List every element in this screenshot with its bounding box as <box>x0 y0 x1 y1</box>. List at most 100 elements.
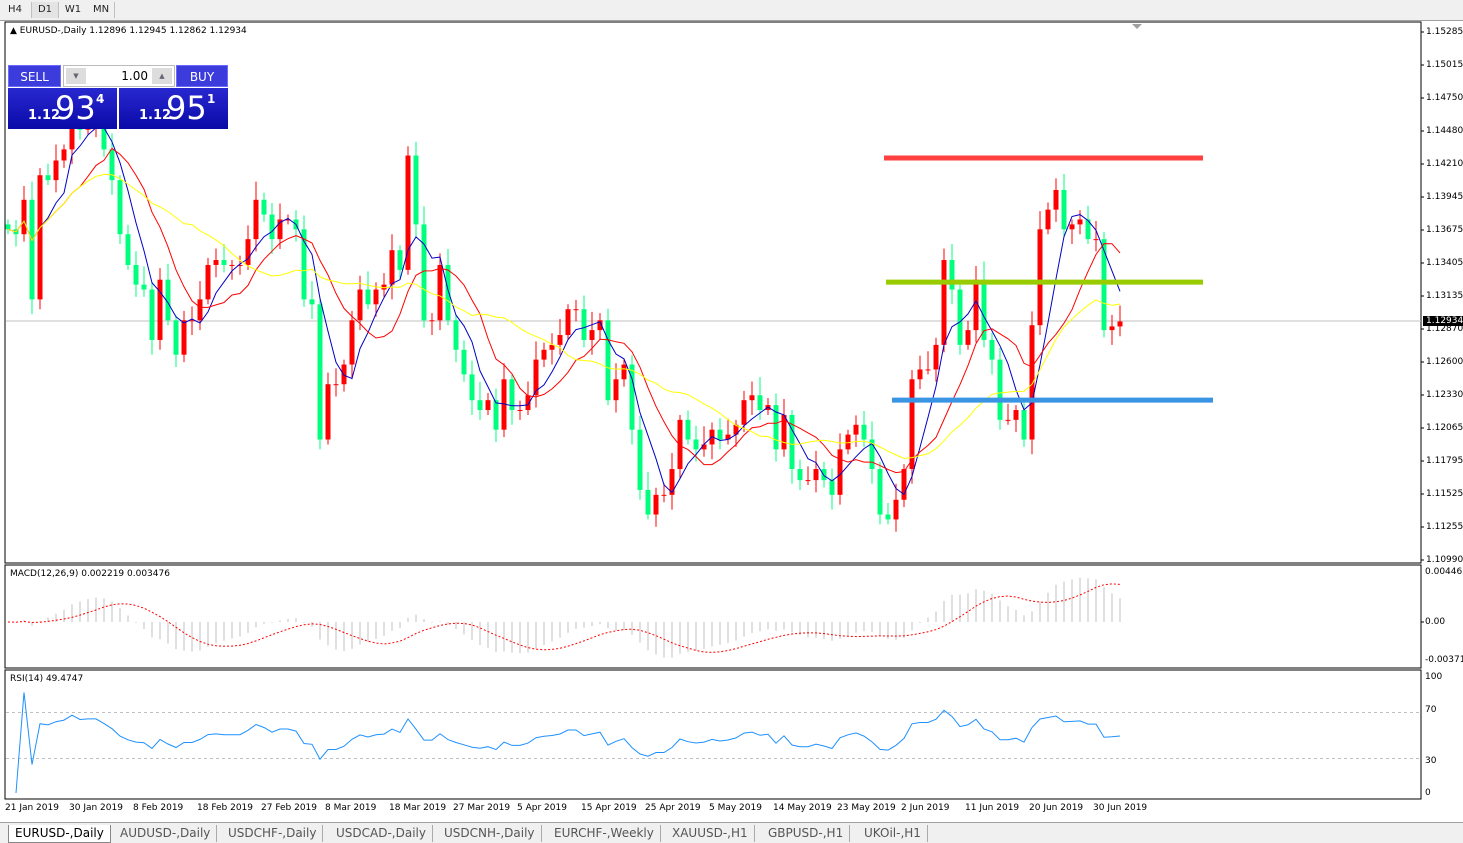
candle-body <box>1029 325 1035 440</box>
candle-body <box>61 149 67 161</box>
candle-body <box>509 379 515 411</box>
candle-body <box>485 400 491 411</box>
time-axis-label: 5 Apr 2019 <box>517 803 567 813</box>
timeframe-mn[interactable]: MN <box>88 2 115 18</box>
candle-body <box>597 320 603 331</box>
candle-body <box>205 264 211 300</box>
macd-pane-frame <box>4 564 1422 669</box>
rsi-pane-frame <box>4 669 1422 800</box>
candle-body <box>197 299 203 321</box>
chart-window[interactable]: ▲ EURUSD-,Daily 1.12896 1.12945 1.12862 … <box>0 21 1463 822</box>
chart-tab[interactable]: USDCAD-,Daily <box>330 825 433 842</box>
candle-body <box>37 175 43 300</box>
time-axis-label: 27 Feb 2019 <box>261 803 318 813</box>
macd-axis-label: 0.004465 <box>1425 567 1463 577</box>
candle-body <box>677 419 683 470</box>
candle-body <box>797 469 803 481</box>
chart-tab[interactable]: USDCHF-,Daily <box>222 825 324 842</box>
lot-decrease-icon[interactable]: ▼ <box>66 68 86 84</box>
price-axis-label: 1.12330 <box>1426 390 1463 400</box>
candle-body <box>909 379 915 470</box>
candle-body <box>1045 209 1051 230</box>
candle-body <box>405 155 411 270</box>
time-axis-label: 15 Apr 2019 <box>581 803 637 813</box>
candle-body <box>933 344 939 370</box>
price-axis-label: 1.14750 <box>1426 93 1463 103</box>
timeframe-w1[interactable]: W1 <box>64 4 82 15</box>
collapse-triangle-icon[interactable]: ▲ <box>10 26 17 36</box>
candle-body <box>301 229 307 300</box>
candle-body <box>1053 189 1059 210</box>
macd-signal-line <box>7 583 1121 653</box>
candle-body <box>773 405 779 450</box>
lot-increase-icon[interactable]: ▲ <box>152 68 172 84</box>
time-axis-label: 14 May 2019 <box>773 803 832 813</box>
candle-body <box>109 149 115 181</box>
candle-body <box>525 395 531 411</box>
candle-body <box>741 400 747 425</box>
rsi-axis-label: 100 <box>1425 672 1443 682</box>
candle-body <box>581 309 587 340</box>
candle-body <box>653 494 659 515</box>
chart-tab[interactable]: EURUSD-,Daily <box>8 825 111 843</box>
candle-body <box>1069 224 1075 230</box>
time-axis-label: 30 Jun 2019 <box>1093 803 1148 813</box>
candle-body <box>333 384 339 386</box>
candle-body <box>453 320 459 350</box>
chart-tab[interactable]: EURCHF-,Weekly <box>548 825 661 842</box>
candle-body <box>589 330 595 340</box>
chart-tab[interactable]: XAUUSD-,H1 <box>666 825 755 842</box>
time-axis-label: 30 Jan 2019 <box>69 803 123 813</box>
price-axis-label: 1.14480 <box>1426 126 1463 136</box>
time-axis-label: 20 Jun 2019 <box>1029 803 1084 813</box>
candle-body <box>309 299 315 305</box>
sell-price-button[interactable]: 1.12 93 4 <box>8 88 117 129</box>
candle-body <box>165 279 171 321</box>
candle-body <box>53 160 59 181</box>
price-axis-label: 1.15015 <box>1426 60 1463 70</box>
candle-body <box>133 264 139 285</box>
rsi-axis-label: 30 <box>1425 756 1437 766</box>
candle-body <box>21 199 27 235</box>
candle-body <box>213 260 219 265</box>
candle-body <box>725 434 731 440</box>
lot-size-stepper[interactable]: ▼ 1.00 ▲ <box>63 65 175 87</box>
candle-body <box>237 264 243 266</box>
timeframe-h4[interactable]: H4 <box>8 4 22 15</box>
time-axis-label: 8 Mar 2019 <box>325 803 377 813</box>
buy-price-button[interactable]: 1.12 95 1 <box>119 88 228 129</box>
candle-body <box>261 199 267 215</box>
candle-body <box>685 419 691 440</box>
candle-body <box>1117 321 1123 327</box>
chart-canvas[interactable] <box>0 21 1463 822</box>
candle-body <box>837 449 843 495</box>
candle-body <box>1005 419 1011 421</box>
price-axis-label: 1.12600 <box>1426 357 1463 367</box>
chart-header: ▲ EURUSD-,Daily 1.12896 1.12945 1.12862 … <box>10 26 247 36</box>
timeframe-d1[interactable]: D1 <box>31 2 59 18</box>
chart-tab[interactable]: GBPUSD-,H1 <box>762 825 851 842</box>
price-axis-label: 1.13135 <box>1426 291 1463 301</box>
candle-body <box>717 429 723 440</box>
candle-body <box>749 395 755 401</box>
candle-body <box>925 369 931 371</box>
candle-body <box>221 260 227 265</box>
sell-button[interactable]: SELL <box>8 65 61 87</box>
candle-body <box>1093 239 1099 241</box>
price-axis-label: 1.12065 <box>1426 423 1463 433</box>
time-axis-label: 11 Jun 2019 <box>965 803 1020 813</box>
lot-size-value[interactable]: 1.00 <box>121 69 148 83</box>
candle-body <box>989 339 995 360</box>
candle-body <box>957 289 963 345</box>
macd-axis-label: -0.003715 <box>1425 655 1463 665</box>
chart-tab[interactable]: UKOil-,H1 <box>858 825 928 842</box>
candle-body <box>325 384 331 440</box>
chart-tab[interactable]: USDCNH-,Daily <box>438 825 542 842</box>
one-click-trading-panel: SELL ▼ 1.00 ▲ BUY 1.12 93 4 1.12 95 1 <box>8 65 228 129</box>
candle-body <box>181 320 187 355</box>
buy-button[interactable]: BUY <box>176 65 228 87</box>
candle-body <box>429 320 435 322</box>
price-axis-label: 1.14210 <box>1426 159 1463 169</box>
chart-tab[interactable]: AUDUSD-,Daily <box>114 825 218 842</box>
candle-body <box>341 364 347 385</box>
